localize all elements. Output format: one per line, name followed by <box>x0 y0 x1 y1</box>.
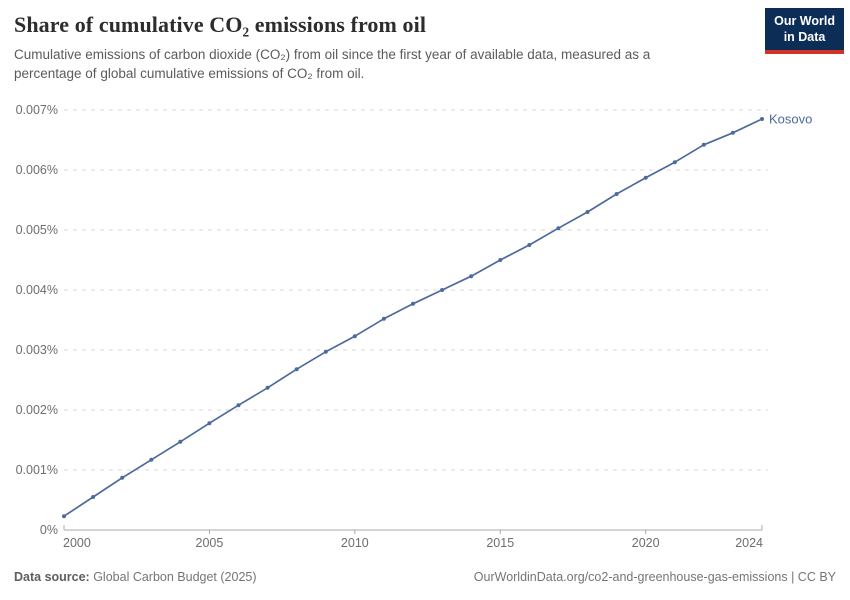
data-point-marker[interactable] <box>760 117 764 121</box>
data-point-marker[interactable] <box>178 439 183 444</box>
data-point-marker[interactable] <box>498 258 503 262</box>
owid-logo-line1: Our World <box>774 14 835 28</box>
y-axis-tick-label: 0.006% <box>16 163 58 177</box>
data-point-marker[interactable] <box>120 475 125 480</box>
owid-logo: Our World in Data <box>765 8 844 54</box>
data-point-marker[interactable] <box>149 457 154 462</box>
x-axis-tick-label: 2010 <box>341 536 369 550</box>
data-point-marker[interactable] <box>643 175 648 180</box>
data-source-value: Global Carbon Budget (2025) <box>89 570 257 584</box>
x-axis-tick-label: 2024 <box>735 536 763 550</box>
data-point-marker[interactable] <box>556 226 561 231</box>
data-point-marker[interactable] <box>730 130 735 135</box>
x-axis-tick-label: 2005 <box>196 536 224 550</box>
chart-header: Share of cumulative CO₂ emissions from o… <box>14 12 754 83</box>
data-point-marker[interactable] <box>323 349 328 354</box>
y-axis-tick-label: 0.005% <box>16 223 58 237</box>
x-axis-tick-label: 2000 <box>63 536 91 550</box>
x-axis-tick-label: 2015 <box>486 536 514 550</box>
data-line[interactable] <box>63 118 763 518</box>
data-point-marker[interactable] <box>672 160 677 165</box>
attribution-link[interactable]: OurWorldinData.org/co2-and-greenhouse-ga… <box>473 570 836 584</box>
y-axis-tick-label: 0.007% <box>16 103 58 117</box>
data-source-label: Data source: <box>14 570 90 584</box>
chart-subtitle: Cumulative emissions of carbon dioxide (… <box>14 47 651 82</box>
data-point-marker[interactable] <box>701 142 706 147</box>
y-axis-tick-label: 0.002% <box>16 403 58 417</box>
data-point-marker[interactable] <box>236 403 241 408</box>
data-point-marker[interactable] <box>585 210 590 214</box>
data-point-marker[interactable] <box>440 288 445 292</box>
owid-logo-line2: in Data <box>783 30 826 45</box>
data-point-marker[interactable] <box>411 301 415 306</box>
entity-label[interactable]: Kosovo <box>769 112 812 127</box>
chart-footer: Data source: Global Carbon Budget (2025)… <box>14 570 836 584</box>
data-point-marker[interactable] <box>62 514 66 519</box>
page-title: Share of cumulative CO₂ emissions from o… <box>14 12 427 37</box>
data-source: Data source: Global Carbon Budget (2025) <box>14 570 257 584</box>
data-point-marker[interactable] <box>294 367 299 372</box>
data-point-marker[interactable] <box>381 316 386 321</box>
data-point-marker[interactable] <box>265 385 270 390</box>
x-axis-tick-label: 2020 <box>632 536 660 550</box>
y-axis-tick-label: 0.001% <box>16 463 58 477</box>
y-axis-tick-label: 0.003% <box>16 343 58 357</box>
data-point-marker[interactable] <box>207 421 212 426</box>
data-point-marker[interactable] <box>614 192 619 196</box>
y-axis-tick-label: 0% <box>40 523 58 537</box>
data-point-marker[interactable] <box>469 274 474 279</box>
y-axis-tick-label: 0.004% <box>16 283 58 297</box>
data-point-marker[interactable] <box>352 334 357 339</box>
data-point-marker[interactable] <box>91 495 96 499</box>
data-point-marker[interactable] <box>527 243 532 247</box>
